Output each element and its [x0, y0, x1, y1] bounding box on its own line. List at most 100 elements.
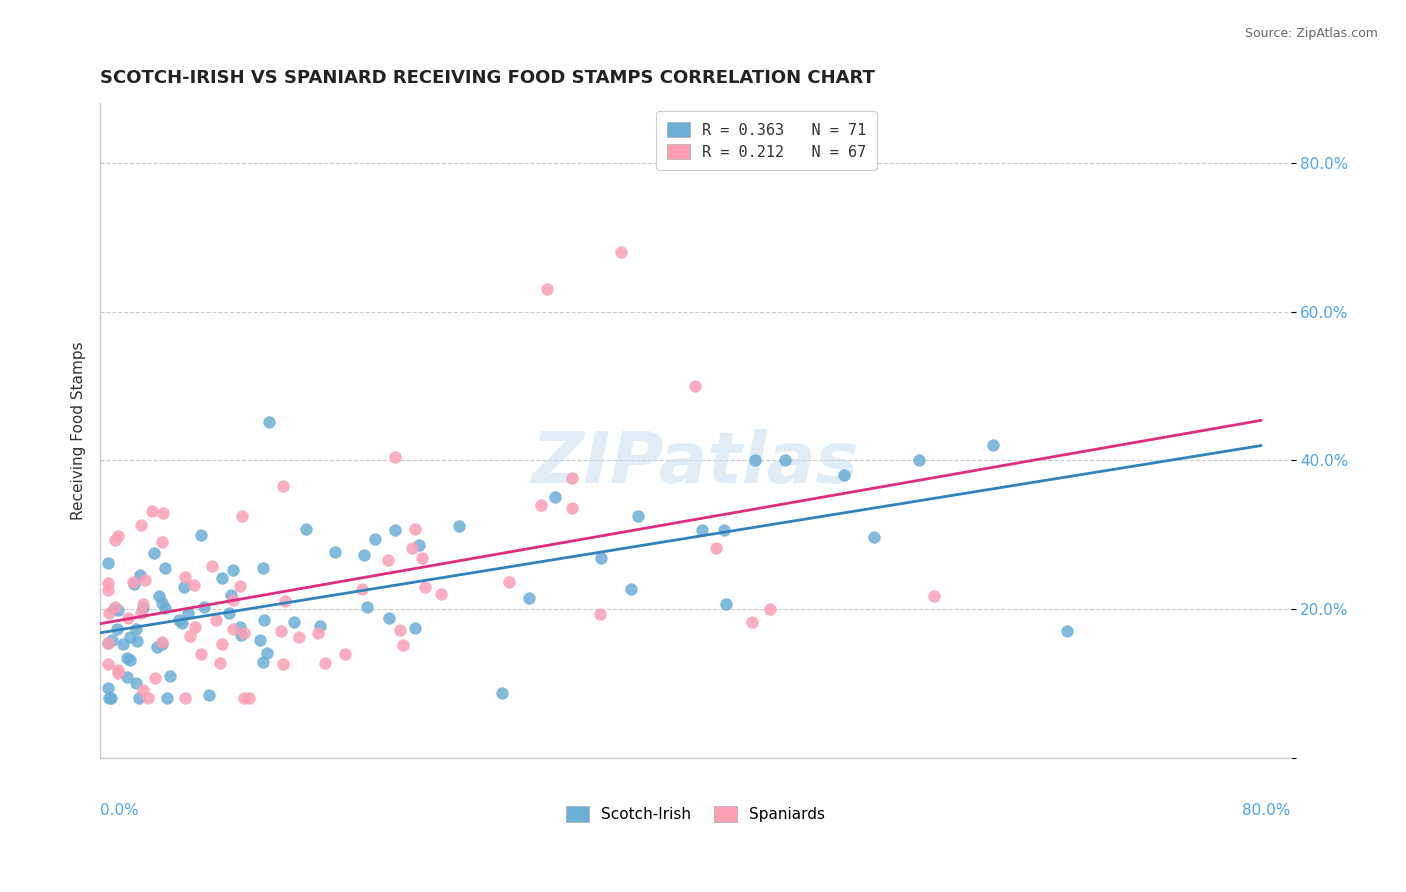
Point: [758, 602, 780, 616]
Point: [97, 556, 120, 570]
Point: [97, 607, 120, 621]
Point: [401, 541, 423, 555]
Point: [544, 490, 567, 504]
Point: [256, 646, 278, 660]
Point: [122, 575, 145, 590]
Point: [388, 624, 411, 638]
Point: [353, 549, 375, 563]
Point: [384, 523, 406, 537]
Point: [107, 666, 129, 681]
Point: [589, 550, 612, 565]
Point: [627, 508, 650, 523]
Point: [190, 527, 212, 541]
Point: [128, 691, 150, 706]
Point: [211, 571, 233, 585]
Point: [413, 580, 436, 594]
Point: [323, 545, 346, 559]
Point: [744, 453, 766, 467]
Point: [832, 468, 855, 483]
Point: [222, 622, 245, 636]
Point: [145, 640, 167, 654]
Point: [922, 589, 945, 603]
Point: [97, 636, 120, 650]
Point: [115, 670, 138, 684]
Point: [408, 538, 430, 552]
Point: [561, 471, 583, 485]
Point: [167, 613, 190, 627]
Point: [97, 636, 120, 650]
Point: [150, 637, 173, 651]
Point: [238, 691, 260, 706]
Point: [561, 500, 583, 515]
Point: [257, 416, 280, 430]
Point: [117, 611, 139, 625]
Point: [530, 499, 553, 513]
Point: [173, 690, 195, 705]
Point: [173, 580, 195, 594]
Point: [295, 522, 318, 536]
Point: [253, 613, 276, 627]
Point: [232, 626, 254, 640]
Point: [132, 601, 155, 615]
Point: [378, 611, 401, 625]
Point: [391, 639, 413, 653]
Point: [536, 282, 558, 296]
Point: [449, 518, 471, 533]
Point: [404, 522, 426, 536]
Point: [105, 622, 128, 636]
Point: [129, 606, 152, 620]
Point: [1056, 624, 1078, 639]
Point: [229, 620, 252, 634]
Point: [198, 688, 221, 702]
Point: [150, 535, 173, 549]
Point: [159, 669, 181, 683]
Point: [231, 509, 253, 524]
Point: [270, 624, 292, 638]
Point: [125, 634, 148, 648]
Point: [685, 379, 707, 393]
Point: [713, 523, 735, 537]
Point: [863, 530, 886, 544]
Point: [156, 691, 179, 706]
Text: Source: ZipAtlas.com: Source: ZipAtlas.com: [1244, 27, 1378, 40]
Point: [589, 607, 612, 621]
Point: [222, 593, 245, 607]
Text: 80.0%: 80.0%: [1243, 804, 1291, 819]
Point: [177, 607, 200, 621]
Point: [101, 632, 124, 647]
Point: [204, 614, 226, 628]
Point: [150, 635, 173, 649]
Point: [193, 600, 215, 615]
Point: [620, 582, 643, 597]
Point: [143, 671, 166, 685]
Point: [377, 553, 399, 567]
Point: [231, 627, 253, 641]
Point: [107, 603, 129, 617]
Point: [252, 561, 274, 575]
Point: [218, 606, 240, 620]
Point: [129, 517, 152, 532]
Point: [100, 691, 122, 706]
Point: [309, 619, 332, 633]
Point: [129, 567, 152, 582]
Point: [97, 691, 120, 706]
Point: [498, 575, 520, 590]
Point: [152, 506, 174, 520]
Point: [252, 655, 274, 669]
Point: [222, 562, 245, 576]
Point: [141, 503, 163, 517]
Point: [179, 629, 201, 643]
Point: [352, 582, 374, 597]
Point: [107, 528, 129, 542]
Point: [122, 577, 145, 591]
Point: [131, 597, 153, 611]
Point: [273, 657, 295, 671]
Point: [219, 588, 242, 602]
Point: [610, 245, 633, 260]
Y-axis label: Receiving Food Stamps: Receiving Food Stamps: [72, 341, 86, 520]
Point: [107, 663, 129, 677]
Point: [183, 577, 205, 591]
Text: 0.0%: 0.0%: [100, 804, 139, 819]
Point: [132, 682, 155, 697]
Point: [491, 686, 513, 700]
